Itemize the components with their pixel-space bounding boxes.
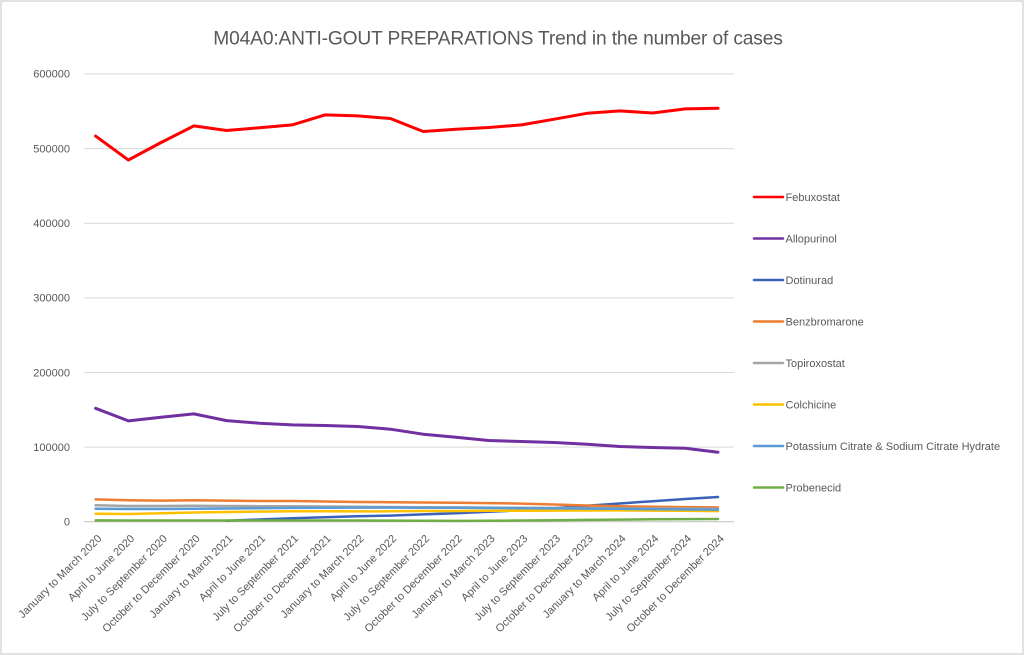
svg-text:Potassium Citrate & Sodium Cit: Potassium Citrate & Sodium Citrate Hydra… — [786, 441, 1001, 453]
svg-text:100000: 100000 — [33, 442, 70, 454]
svg-text:400000: 400000 — [33, 218, 70, 230]
svg-text:500000: 500000 — [33, 143, 70, 155]
svg-text:Topiroxostat: Topiroxostat — [786, 358, 845, 370]
svg-text:300000: 300000 — [33, 293, 70, 305]
svg-text:Allopurinol: Allopurinol — [786, 233, 837, 245]
svg-text:Colchicine: Colchicine — [786, 399, 837, 411]
svg-text:Febuxostat: Febuxostat — [786, 192, 840, 204]
svg-text:Dotinurad: Dotinurad — [786, 275, 834, 287]
svg-text:200000: 200000 — [33, 367, 70, 379]
svg-text:Benzbromarone: Benzbromarone — [786, 316, 864, 328]
svg-text:Probenecid: Probenecid — [786, 482, 842, 494]
svg-text:600000: 600000 — [33, 69, 70, 81]
svg-text:M04A0:ANTI-GOUT PREPARATIONS T: M04A0:ANTI-GOUT PREPARATIONS Trend in th… — [213, 29, 782, 50]
svg-text:0: 0 — [64, 517, 70, 529]
